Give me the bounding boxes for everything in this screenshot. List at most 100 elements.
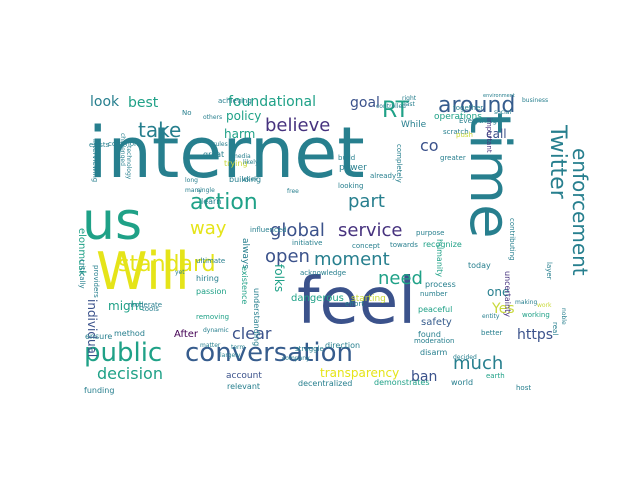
word-no: No	[182, 109, 192, 117]
word-yes: Yes	[492, 301, 515, 317]
word-scratch: scratch	[443, 128, 469, 136]
word-single: single	[197, 187, 215, 194]
word-existence: existence	[240, 266, 249, 305]
word-global: global	[270, 220, 325, 241]
word-largely: largely	[220, 352, 241, 359]
word-best: best	[128, 95, 159, 111]
word-moderation: moderation	[414, 337, 455, 345]
word-concept: concept	[352, 242, 380, 250]
word-entity: entity	[482, 313, 500, 320]
word-free: free	[287, 188, 299, 195]
word-found: found	[418, 330, 441, 339]
word-decision: decision	[97, 364, 163, 383]
word-might: might	[108, 299, 143, 313]
word-folks: folks	[272, 264, 286, 293]
word-social: social	[494, 109, 512, 116]
word-towards: towards	[390, 241, 418, 249]
word-right: right	[402, 95, 417, 102]
word-part: part	[348, 191, 385, 212]
word-making: making	[515, 299, 538, 306]
word-while: While	[401, 120, 427, 130]
word-after: After	[174, 329, 199, 340]
word-dangerous: dangerous	[291, 293, 344, 304]
word-funding: funding	[84, 386, 115, 395]
word-uncertainty: uncertainty	[503, 271, 512, 317]
word-important: important	[485, 118, 493, 153]
word-looking: looking	[338, 182, 364, 190]
word-ban: ban	[411, 369, 438, 385]
word-individual: individual	[85, 299, 99, 358]
word-environment: environment	[483, 93, 515, 99]
word-providers: providers	[92, 265, 100, 298]
word-account: account	[226, 371, 262, 381]
word-transparency: transparency	[320, 366, 400, 380]
word-need: need	[378, 268, 423, 289]
word-starting: starting	[351, 294, 386, 304]
word-harm: harm	[224, 127, 256, 141]
word-yet: yet	[175, 269, 185, 276]
word-controlled: controlled	[376, 103, 406, 110]
word-standard: standard	[118, 252, 216, 277]
word-way: way	[190, 218, 227, 239]
word-internet: internet	[88, 112, 365, 194]
word-push: push	[456, 131, 473, 139]
word-purpose: purpose	[416, 229, 445, 237]
word-peaceful: peaceful	[418, 305, 453, 314]
word-greater: greater	[440, 154, 466, 162]
word-hiring: hiring	[196, 274, 219, 283]
word-tools: tools	[142, 305, 159, 313]
word-real: real	[551, 322, 559, 336]
word-around: around	[438, 93, 516, 118]
word-achieving: achieving	[218, 97, 252, 105]
word-action: action	[190, 190, 258, 215]
word-safety: safety	[421, 317, 452, 328]
word-host: host	[516, 384, 532, 392]
word-building: building	[229, 175, 262, 184]
word-many: many	[185, 187, 202, 194]
word-relevant: relevant	[227, 382, 261, 391]
word-work: work	[537, 302, 552, 309]
word-learn: learn	[201, 197, 222, 206]
word-us: us	[82, 192, 143, 252]
word-clear: clear	[232, 324, 272, 343]
word-together: together	[453, 104, 484, 112]
word-moment: moment	[314, 249, 390, 270]
word-look: look	[90, 94, 120, 110]
word-open: open	[265, 246, 310, 267]
word-matter: matter	[200, 342, 221, 349]
word-enforcement: enforcement	[568, 148, 592, 276]
word-ensure: ensure	[85, 332, 113, 341]
word-disarm: disarm	[420, 348, 448, 357]
word-rt: RT	[382, 98, 410, 123]
word-will: Will	[96, 242, 190, 302]
word-co: co	[420, 136, 439, 155]
word-demonstrates: demonstrates	[374, 378, 430, 387]
word-effort: effort	[345, 300, 365, 308]
word-policy: policy	[226, 109, 262, 123]
word-great: great	[203, 150, 225, 159]
word-trying: trying	[224, 159, 248, 168]
word-completely: completely	[395, 144, 403, 183]
word-build: build	[338, 154, 356, 162]
word-struggle: struggle	[295, 345, 324, 353]
word-twitter: Twitter	[545, 125, 570, 199]
word-number: number	[420, 290, 448, 298]
word-media: media	[232, 153, 251, 160]
word-call: call	[486, 127, 507, 141]
word-last: last	[404, 101, 415, 108]
word-foundational: foundational	[228, 94, 316, 110]
word-common: common	[108, 140, 139, 148]
word-company: company	[282, 355, 310, 362]
word-term: term	[231, 344, 246, 351]
word-removing: removing	[196, 313, 230, 321]
word-exists: exists	[89, 141, 110, 149]
word-business: business	[522, 97, 549, 104]
word-noble: noble	[560, 308, 567, 325]
word-influenced: influenced	[250, 226, 287, 234]
word-week: week	[242, 176, 258, 183]
word-goal: goal	[350, 95, 380, 111]
word-process: process	[425, 280, 456, 289]
word-critically: critically	[78, 259, 86, 289]
word-layer: layer	[545, 262, 553, 280]
word-conversation: conversation	[185, 338, 354, 368]
